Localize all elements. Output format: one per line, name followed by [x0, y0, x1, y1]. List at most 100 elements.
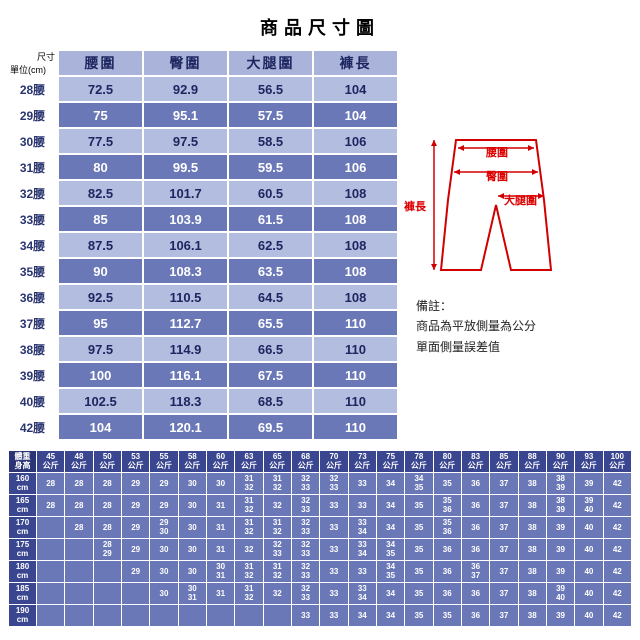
rec-cell	[37, 605, 65, 627]
rec-cell: 35	[433, 473, 461, 495]
rec-cell: 32	[235, 539, 263, 561]
note-line1: 商品為平放側量為公分	[416, 316, 632, 336]
weight-header: 50公斤	[93, 451, 121, 473]
rec-cell: 38	[518, 495, 546, 517]
height-header: 170cm	[9, 517, 37, 539]
rec-cell: 30	[178, 495, 206, 517]
size-label: 30腰	[8, 128, 58, 154]
corner-size-label: 尺寸	[37, 50, 55, 63]
rec-cell: 33	[320, 561, 348, 583]
pants-diagram: 腰圍 臀圍 大腿圍 褲長	[416, 130, 576, 280]
rec-cell: 3132	[235, 495, 263, 517]
data-cell: 97.5	[143, 128, 228, 154]
data-cell: 97.5	[58, 336, 143, 362]
rec-cell: 38	[518, 605, 546, 627]
rec-cell: 35	[405, 539, 433, 561]
data-cell: 103.9	[143, 206, 228, 232]
rec-cell: 35	[405, 561, 433, 583]
rec-cell: 33	[320, 495, 348, 517]
rec-cell: 38	[518, 561, 546, 583]
rec-cell	[65, 605, 93, 627]
rec-cell: 33	[320, 605, 348, 627]
rec-cell: 37	[490, 517, 518, 539]
rec-cell: 3233	[320, 473, 348, 495]
rec-cell: 28	[93, 517, 121, 539]
lower-corner: 體重身高	[9, 451, 37, 473]
data-cell: 75	[58, 102, 143, 128]
height-header: 180cm	[9, 561, 37, 583]
data-cell: 108	[313, 180, 398, 206]
data-cell: 72.5	[58, 76, 143, 102]
rec-cell: 28	[65, 473, 93, 495]
rec-cell: 39	[546, 539, 574, 561]
data-cell: 102.5	[58, 388, 143, 414]
rec-cell: 36	[433, 539, 461, 561]
data-cell: 106	[313, 154, 398, 180]
rec-cell: 3132	[235, 561, 263, 583]
data-cell: 116.1	[143, 362, 228, 388]
rec-cell: 35	[405, 605, 433, 627]
upper-section: 尺寸 單位(cm) 28腰29腰30腰31腰32腰33腰34腰35腰36腰37腰…	[8, 50, 632, 440]
rec-cell: 28	[37, 495, 65, 517]
table-row: 8099.559.5106	[58, 154, 398, 180]
rec-cell: 30	[206, 473, 234, 495]
rec-cell: 29	[150, 495, 178, 517]
data-cell: 110	[313, 336, 398, 362]
rec-cell: 35	[405, 517, 433, 539]
height-header: 160cm	[9, 473, 37, 495]
rec-cell: 37	[490, 473, 518, 495]
rec-cell: 3233	[291, 495, 319, 517]
rec-cell: 29	[121, 495, 149, 517]
rec-cell: 28	[37, 473, 65, 495]
note-line2: 單面側量誤差值	[416, 337, 632, 357]
weight-header: 60公斤	[206, 451, 234, 473]
rec-cell: 3132	[235, 473, 263, 495]
weight-header: 75公斤	[376, 451, 404, 473]
data-cell: 106.1	[143, 232, 228, 258]
data-cell: 60.5	[228, 180, 313, 206]
size-label-column: 尺寸 單位(cm) 28腰29腰30腰31腰32腰33腰34腰35腰36腰37腰…	[8, 50, 58, 440]
rec-cell: 3435	[376, 561, 404, 583]
rec-cell: 33	[320, 539, 348, 561]
data-cell: 104	[58, 414, 143, 440]
data-cell: 100	[58, 362, 143, 388]
note-block: 備註： 商品為平放側量為公分 單面側量誤差值	[416, 296, 632, 357]
table-row: 77.597.558.5106	[58, 128, 398, 154]
data-cell: 101.7	[143, 180, 228, 206]
data-cell: 85	[58, 206, 143, 232]
corner-unit-label: 單位(cm)	[10, 63, 46, 76]
data-cell: 108	[313, 258, 398, 284]
table-row: 7595.157.5104	[58, 102, 398, 128]
data-cell: 82.5	[58, 180, 143, 206]
data-cell: 56.5	[228, 76, 313, 102]
rec-cell: 3334	[348, 539, 376, 561]
table-row: 90108.363.5108	[58, 258, 398, 284]
rec-cell: 37	[490, 605, 518, 627]
rec-cell: 3233	[291, 583, 319, 605]
rec-cell: 42	[603, 561, 631, 583]
rec-cell: 42	[603, 517, 631, 539]
rec-cell: 32	[263, 583, 291, 605]
rec-cell	[235, 605, 263, 627]
data-cell: 80	[58, 154, 143, 180]
rec-cell: 31	[206, 495, 234, 517]
rec-cell: 42	[603, 583, 631, 605]
size-label: 31腰	[8, 154, 58, 180]
diag-hip-label: 臀圍	[486, 168, 508, 184]
rec-cell: 3940	[546, 583, 574, 605]
data-cell: 108	[313, 232, 398, 258]
weight-header: 70公斤	[320, 451, 348, 473]
rec-cell: 3839	[546, 495, 574, 517]
rec-cell: 3435	[376, 539, 404, 561]
size-label: 35腰	[8, 258, 58, 284]
data-cell: 110	[313, 310, 398, 336]
data-cell: 62.5	[228, 232, 313, 258]
weight-header: 85公斤	[490, 451, 518, 473]
rec-cell: 3839	[546, 473, 574, 495]
data-cell: 65.5	[228, 310, 313, 336]
weight-header: 65公斤	[263, 451, 291, 473]
rec-cell: 35	[433, 605, 461, 627]
weight-header: 63公斤	[235, 451, 263, 473]
table-row: 104120.169.5110	[58, 414, 398, 440]
rec-cell: 34	[376, 517, 404, 539]
